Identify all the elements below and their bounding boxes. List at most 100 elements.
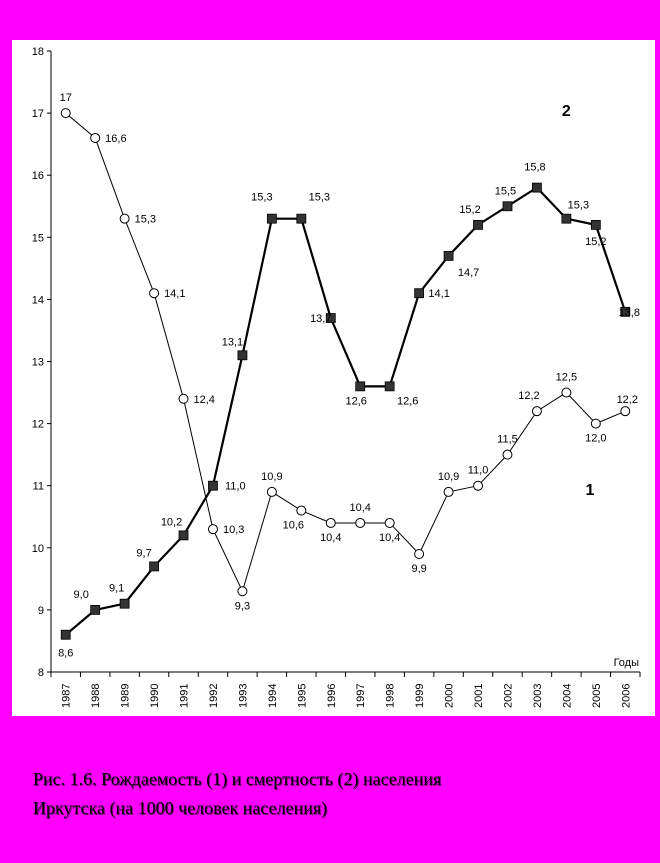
series-2-point (208, 480, 218, 491)
series-1-data-label: 10,9 (438, 471, 459, 483)
series-2-data-label: 9,7 (136, 547, 151, 559)
series-1-data-label: 11,5 (497, 434, 518, 446)
x-tick-label: 2001 (473, 684, 485, 708)
series-1-point (355, 517, 366, 528)
series-2-data-label: 15,5 (495, 185, 516, 197)
y-tick-label: 13 (32, 357, 44, 369)
series-1-point (325, 517, 336, 528)
series-2-data-label: 9,0 (74, 589, 89, 601)
series-2-data-label: 8,6 (58, 648, 73, 660)
x-tick-label: 1994 (267, 684, 279, 708)
series-2-point (60, 629, 71, 640)
series-1-data-label: 16,6 (105, 133, 126, 145)
x-tick-label: 1998 (385, 684, 397, 708)
series-1-point (296, 505, 307, 516)
series-1-point (590, 418, 601, 429)
series-1-point (178, 393, 189, 404)
series-2-data-label: 15,3 (309, 192, 330, 204)
x-tick-label: 2002 (502, 684, 514, 708)
y-tick-label: 16 (32, 170, 44, 182)
series-1-point (207, 524, 218, 535)
series-1-data-label: 10,4 (320, 532, 341, 544)
series-1-point (561, 387, 572, 398)
series-1-data-label: 9,3 (235, 600, 250, 612)
series-2-point (325, 313, 336, 323)
series-1-data-label: 12,4 (194, 394, 215, 406)
series-1-data-label: 17 (60, 92, 72, 104)
x-tick-label: 1996 (326, 684, 338, 708)
figure-caption-line1: Рис. 1.6. Рождаемость (1) и смертность (… (33, 769, 442, 789)
series-1-point (384, 517, 395, 528)
series-1-data-label: 10,6 (283, 520, 304, 532)
series-1-data-label: 10,4 (379, 532, 400, 544)
series-2-point (296, 213, 307, 224)
x-tick-label: 2005 (591, 684, 603, 708)
y-tick-label: 10 (32, 543, 44, 555)
series-2-data-label: 15,3 (568, 200, 589, 212)
x-tick-label: 1999 (414, 684, 426, 708)
y-tick-label: 15 (32, 232, 44, 244)
plot-panel: 8 9 10 11 12 13 14 15 16 17 18 1987 1988 1989 1990 1991… (12, 40, 655, 716)
series-2-point (561, 213, 572, 224)
series-2-point (414, 288, 425, 299)
x-tick-label: 1987 (61, 684, 73, 708)
series-1-point (473, 480, 484, 491)
series-1-data-label: 14,1 (164, 288, 185, 300)
x-tick-label: 1991 (179, 684, 191, 708)
series-1-data-label: 10,4 (350, 502, 371, 514)
series-1-data-label: 12,2 (518, 390, 539, 402)
series-1-data-label: 12,0 (585, 433, 606, 445)
x-tick-label: 1997 (355, 684, 367, 708)
series-2-point (119, 598, 130, 609)
series-2-data-label: 12,6 (397, 395, 418, 407)
series-1-data-label: 10,3 (223, 524, 244, 536)
series-1-data-label: 12,2 (617, 394, 638, 406)
series-2-point (473, 219, 483, 230)
series-1-point (531, 406, 542, 417)
series-1-point (502, 449, 513, 460)
series-2-point (590, 219, 601, 230)
x-tick-label: 2006 (620, 684, 632, 708)
series-2-point (620, 306, 631, 317)
x-tick-label: 2004 (561, 684, 573, 708)
series-1-data-label: 10,9 (261, 471, 282, 483)
y-tick-label: 8 (38, 667, 44, 679)
series-2-data-label: 11,0 (225, 481, 246, 493)
x-tick-label: 1995 (296, 684, 308, 708)
series-2-data-label: 13,1 (222, 336, 243, 348)
series-1-point (60, 108, 71, 119)
series-2-point (90, 605, 101, 615)
y-tick-label: 11 (33, 481, 44, 493)
series-2-point (266, 213, 277, 224)
y-tick-label: 14 (32, 294, 44, 306)
x-tick-label: 2000 (444, 684, 456, 708)
series-1-point (266, 486, 277, 497)
series-2-point (355, 381, 366, 392)
series-2-point (532, 182, 542, 193)
x-axis-unit-label: Годы (614, 657, 640, 669)
series-1-data-label: 9,9 (411, 563, 426, 575)
x-tick-label: 1992 (208, 684, 220, 708)
series-1-point (90, 132, 101, 143)
y-tick-label: 18 (32, 46, 44, 58)
series-1-point (119, 213, 130, 224)
series-2-data-label: 13,7 (310, 313, 331, 325)
series-1-point (620, 406, 631, 417)
series-2-point (384, 381, 395, 392)
series-1-point (237, 586, 248, 597)
y-tick-label: 17 (32, 108, 44, 120)
series-2-line (65, 186, 627, 636)
series-2-data-label: 13,8 (619, 307, 640, 319)
y-tick-label: 9 (38, 605, 44, 617)
series-2-data-label: 15,2 (459, 204, 480, 216)
series-2-data-label: 14,1 (428, 288, 449, 300)
series-2-point (502, 201, 513, 212)
series-2-data-label: 9,1 (109, 583, 124, 595)
series-1-data-label: 15,3 (135, 214, 156, 226)
series-1-point (414, 549, 425, 560)
series-2-data-label: 14,7 (458, 267, 479, 279)
series-1-data-label: 11,0 (468, 465, 489, 477)
y-tick-label: 12 (32, 419, 44, 431)
series-2-data-label: 12,6 (346, 395, 367, 407)
